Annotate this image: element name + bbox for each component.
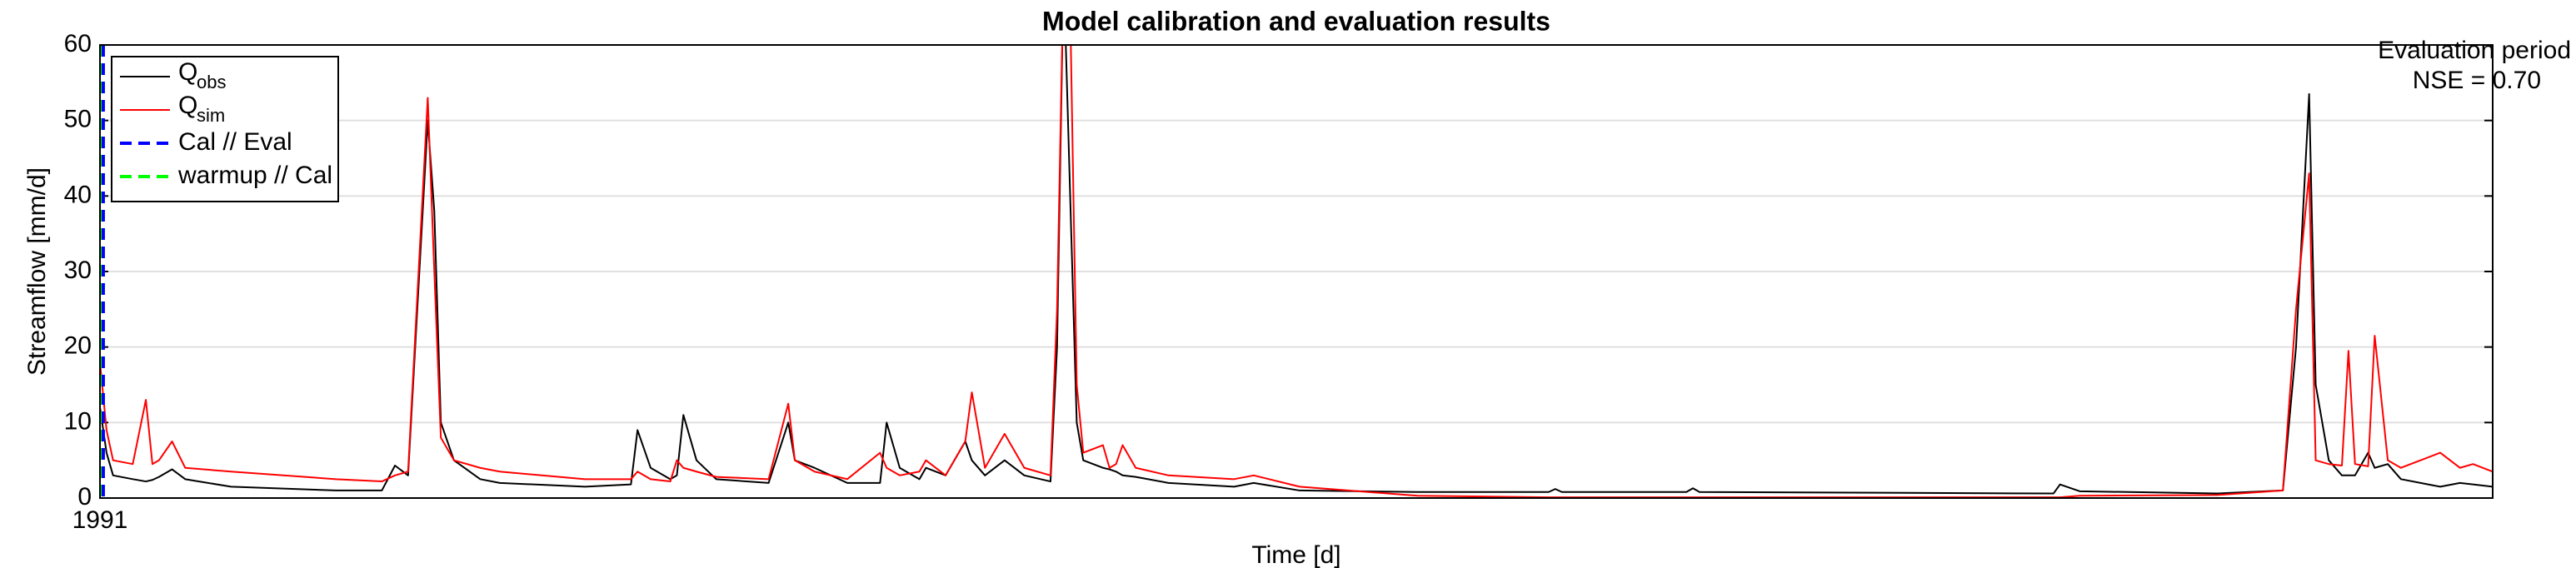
y-tick-label: 20 bbox=[64, 332, 92, 360]
annotation: NSE = 0.70 bbox=[2413, 67, 2541, 94]
y-tick-label: 40 bbox=[64, 181, 92, 208]
legend-label: Q bbox=[178, 58, 197, 86]
y-tick-label: 30 bbox=[64, 257, 92, 284]
series-line bbox=[100, 45, 2493, 495]
legend-label: Cal // Eval bbox=[178, 128, 292, 156]
series-line bbox=[100, 45, 2493, 498]
legend-label: Q bbox=[178, 92, 197, 119]
y-tick-label: 60 bbox=[64, 30, 92, 57]
chart-title: Model calibration and evaluation results bbox=[1042, 6, 1550, 36]
legend-label-sub: sim bbox=[197, 105, 225, 126]
y-tick-label: 50 bbox=[64, 106, 92, 133]
x-tick-label: 1991 bbox=[72, 506, 128, 534]
legend-label: warmup // Cal bbox=[177, 162, 332, 189]
legend-label-sub: obs bbox=[197, 72, 226, 92]
y-axis-label: Streamflow [mm/d] bbox=[23, 167, 51, 376]
x-axis-label: Time [d] bbox=[1251, 541, 1340, 568]
y-tick-label: 0 bbox=[77, 483, 92, 511]
y-tick-label: 10 bbox=[64, 407, 92, 435]
annotation: Evaluation period bbox=[2378, 37, 2571, 64]
plot-frame bbox=[99, 44, 2494, 499]
plot-area bbox=[100, 45, 2493, 498]
